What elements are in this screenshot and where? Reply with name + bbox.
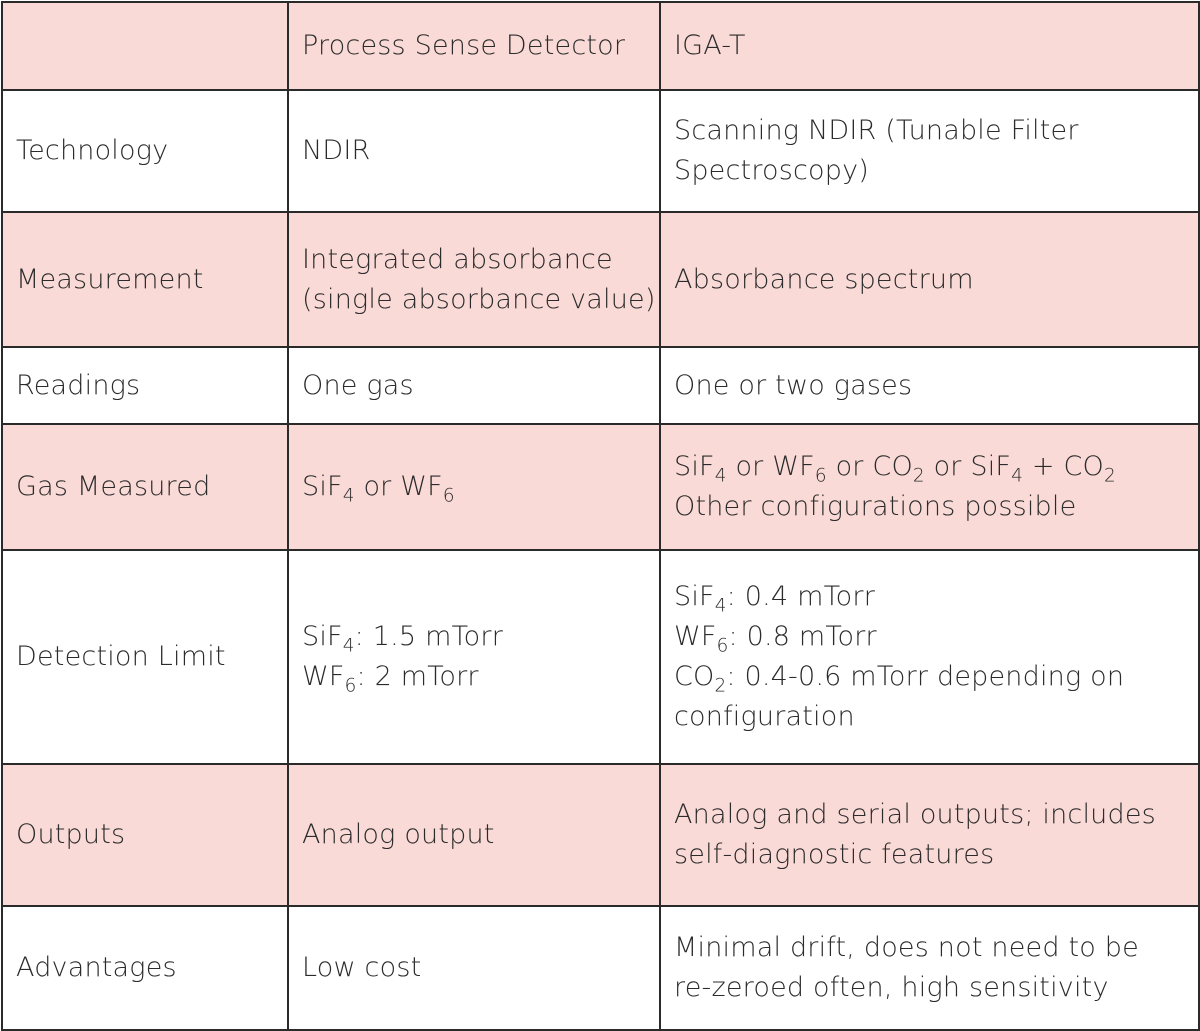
gas-measured-igat-value: SiF4 or WF6 or CO2 or SiF4 + CO2 Other c… xyxy=(659,423,1200,551)
advantages-igat-value: Minimal drift, does not need to be re-ze… xyxy=(659,905,1200,1031)
row-label-detection-limit: Detection Limit xyxy=(1,549,289,765)
row-label-outputs: Outputs xyxy=(1,763,289,907)
technology-psd-value: NDIR xyxy=(287,89,661,213)
measurement-igat-value: Absorbance spectrum xyxy=(659,211,1200,348)
row-label-readings: Readings xyxy=(1,346,289,425)
detection-limit-igat-line-4: configuration xyxy=(674,701,855,732)
readings-psd-value: One gas xyxy=(287,346,661,425)
technology-igat-line-1: Scanning NDIR (Tunable Filter xyxy=(674,115,1079,146)
table-row-measurement: Measurement Integrated absorbance (singl… xyxy=(1,211,1200,348)
header-cell-process-sense-detector: Process Sense Detector xyxy=(287,1,661,91)
table-row-outputs: Outputs Analog output Analog and serial … xyxy=(1,763,1200,907)
row-label-measurement: Measurement xyxy=(1,211,289,348)
row-label-gas-measured: Gas Measured xyxy=(1,423,289,551)
advantages-igat-line-1: Minimal drift, does not need to be xyxy=(674,932,1139,963)
table-row-readings: Readings One gas One or two gases xyxy=(1,346,1200,425)
outputs-igat-value: Analog and serial outputs; includes self… xyxy=(659,763,1200,907)
gas-measured-igat-line-1: SiF4 or WF6 or CO2 or SiF4 + CO2 xyxy=(674,451,1116,487)
gas-measured-psd-line: SiF4 or WF6 xyxy=(302,471,455,507)
outputs-igat-line-2: self-diagnostic features xyxy=(674,839,995,870)
detection-limit-igat-line-2: WF6: 0.8 mTorr xyxy=(674,621,877,657)
detection-limit-psd-line-1: SiF4: 1.5 mTorr xyxy=(302,621,503,657)
measurement-psd-line-1: Integrated absorbance xyxy=(302,243,613,275)
technology-igat-line-2: Spectroscopy) xyxy=(674,155,870,186)
table-row-gas-measured: Gas Measured SiF4 or WF6 SiF4 or WF6 or … xyxy=(1,423,1200,551)
header-cell-empty xyxy=(1,1,289,91)
detection-limit-psd-value: SiF4: 1.5 mTorr WF6: 2 mTorr xyxy=(287,549,661,765)
technology-igat-value: Scanning NDIR (Tunable Filter Spectrosco… xyxy=(659,89,1200,213)
outputs-igat-line-1: Analog and serial outputs; includes xyxy=(674,799,1156,830)
detection-limit-psd-line-2: WF6: 2 mTorr xyxy=(302,661,479,697)
detection-limit-igat-line-3: CO2: 0.4-0.6 mTorr depending on xyxy=(674,661,1125,697)
measurement-psd-value: Integrated absorbance (single absorbance… xyxy=(287,211,661,348)
table-row-detection-limit: Detection Limit SiF4: 1.5 mTorr WF6: 2 m… xyxy=(1,549,1200,765)
table-row-technology: Technology NDIR Scanning NDIR (Tunable F… xyxy=(1,89,1200,213)
gas-measured-igat-line-2: Other configurations possible xyxy=(674,491,1077,522)
row-label-advantages: Advantages xyxy=(1,905,289,1031)
table-row-advantages: Advantages Low cost Minimal drift, does … xyxy=(1,905,1200,1031)
measurement-psd-line-2: (single absorbance value) xyxy=(302,283,656,315)
detection-limit-igat-line-1: SiF4: 0.4 mTorr xyxy=(674,581,875,617)
header-row: Process Sense Detector IGA-T xyxy=(1,1,1200,91)
outputs-psd-value: Analog output xyxy=(287,763,661,907)
header-cell-iga-t: IGA-T xyxy=(659,1,1200,91)
readings-igat-value: One or two gases xyxy=(659,346,1200,425)
advantages-igat-line-2: re-zeroed often, high sensitivity xyxy=(674,972,1109,1003)
detection-limit-igat-value: SiF4: 0.4 mTorr WF6: 0.8 mTorr CO2: 0.4-… xyxy=(659,549,1200,765)
gas-measured-psd-value: SiF4 or WF6 xyxy=(287,423,661,551)
row-label-technology: Technology xyxy=(1,89,289,213)
advantages-psd-value: Low cost xyxy=(287,905,661,1031)
